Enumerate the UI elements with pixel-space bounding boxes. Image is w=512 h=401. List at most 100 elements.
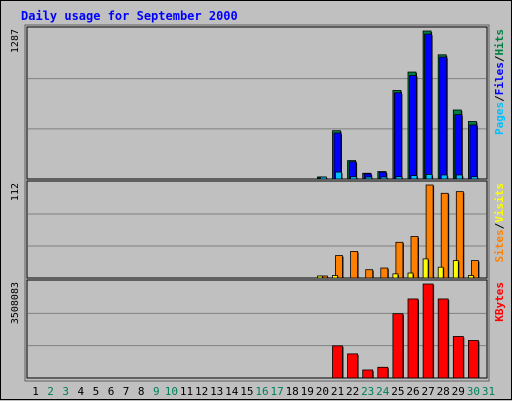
bar-kbytes-day-29 xyxy=(452,336,464,379)
day-label: 16 xyxy=(255,385,268,398)
day-label: 27 xyxy=(421,385,434,398)
day-label: 26 xyxy=(406,385,419,398)
panel-max-label: 3508083 xyxy=(10,282,21,324)
day-label: 21 xyxy=(331,385,344,398)
bar-files-day-26 xyxy=(409,75,417,180)
bar-sites-day-22 xyxy=(350,251,359,279)
bar-files-day-27 xyxy=(424,33,433,180)
bar-sites-day-30 xyxy=(470,260,479,279)
day-label: 30 xyxy=(467,385,480,398)
bar-kbytes-day-28 xyxy=(437,298,449,379)
panel-legend: KBytes xyxy=(493,282,506,322)
panel-legend: Sites/Visits xyxy=(493,183,506,263)
legend-separator: / xyxy=(493,95,506,102)
day-label: 15 xyxy=(240,385,253,398)
day-label: 24 xyxy=(376,385,390,398)
day-label: 18 xyxy=(286,385,299,398)
bar-pages-day-29 xyxy=(455,174,463,180)
bar-sites-day-26 xyxy=(410,236,419,279)
day-label: 19 xyxy=(301,385,314,398)
bar-pages-day-25 xyxy=(395,176,403,180)
day-label: 17 xyxy=(270,385,283,398)
legend-item-files: Files xyxy=(493,62,506,95)
day-label: 20 xyxy=(316,385,329,398)
bar-pages-day-20 xyxy=(319,176,327,180)
panel-background xyxy=(26,180,488,279)
day-label: 7 xyxy=(123,385,130,398)
legend-separator: / xyxy=(493,55,506,62)
bar-sites-day-21 xyxy=(335,255,343,279)
day-label: 28 xyxy=(437,385,450,398)
day-labels: 1 2 3 4 5 6 7 8 9 10 11 12 13 14 15 16 17 18 19 20 21 22 23 24 2… xyxy=(32,385,495,398)
kbytes-panel: 3508083 KBytes xyxy=(10,279,506,379)
bar-visits-day-30 xyxy=(467,275,474,279)
panel-legend: Pages/Files/Hits xyxy=(493,29,506,135)
bar-visits-day-21 xyxy=(332,275,338,279)
bar-files-day-29 xyxy=(454,114,463,180)
day-label: 31 xyxy=(482,385,495,398)
bar-sites-day-24 xyxy=(380,267,389,279)
bar-sites-day-27 xyxy=(425,184,434,279)
bar-pages-day-27 xyxy=(425,174,433,180)
bar-pages-day-26 xyxy=(410,175,418,180)
bar-files-day-30 xyxy=(469,124,478,180)
bar-pages-day-22 xyxy=(350,176,358,180)
day-label: 11 xyxy=(180,385,193,398)
bar-sites-day-25 xyxy=(395,241,404,279)
bar-kbytes-day-27 xyxy=(422,283,434,379)
bar-kbytes-day-22 xyxy=(347,353,359,379)
bar-sites-day-28 xyxy=(440,192,449,279)
legend-separator: / xyxy=(493,222,506,229)
legend-item-pages: Pages xyxy=(493,102,506,135)
day-label: 23 xyxy=(361,385,374,398)
bar-kbytes-day-23 xyxy=(362,369,374,379)
bar-pages-day-28 xyxy=(440,174,448,180)
bar-visits-day-29 xyxy=(452,260,459,279)
bar-pages-day-21 xyxy=(335,171,342,180)
plot-outer-border xyxy=(24,24,490,382)
series-kbytes xyxy=(332,283,480,379)
day-label: 10 xyxy=(165,385,178,398)
legend-item-hits: Hits xyxy=(493,29,506,56)
bar-kbytes-day-26 xyxy=(407,298,419,379)
bar-pages-day-24 xyxy=(380,176,388,180)
day-label: 9 xyxy=(153,385,160,398)
bar-kbytes-day-25 xyxy=(392,313,404,379)
bar-visits-day-20 xyxy=(316,275,323,279)
bar-visits-day-25 xyxy=(392,273,399,279)
day-label: 4 xyxy=(77,385,84,398)
day-label: 6 xyxy=(108,385,115,398)
panel-max-label: 1287 xyxy=(10,29,21,53)
day-label: 29 xyxy=(452,385,465,398)
panel-background xyxy=(26,26,488,180)
bar-visits-day-26 xyxy=(407,272,414,279)
day-label: 1 xyxy=(32,385,39,398)
chart-title: Daily usage for September 2000 xyxy=(21,9,238,23)
day-label: 5 xyxy=(93,385,100,398)
bar-kbytes-day-30 xyxy=(467,340,479,379)
day-label: 3 xyxy=(62,385,69,398)
bar-kbytes-day-21 xyxy=(332,345,343,379)
bar-files-day-28 xyxy=(439,56,448,180)
bar-visits-day-27 xyxy=(422,258,429,279)
day-label: 25 xyxy=(391,385,404,398)
legend-item-sites: Sites xyxy=(493,229,506,262)
visits-panel: 112 Sites/Visits xyxy=(10,180,506,279)
bar-sites-day-29 xyxy=(455,191,464,279)
legend-item-kbytes: KBytes xyxy=(493,282,506,322)
series-visits xyxy=(316,258,475,279)
bar-visits-day-28 xyxy=(437,266,444,279)
day-label: 14 xyxy=(225,385,239,398)
panel-max-label: 112 xyxy=(10,183,21,201)
day-label: 2 xyxy=(47,385,54,398)
day-label: 22 xyxy=(346,385,359,398)
series-pages xyxy=(319,171,479,180)
bar-kbytes-day-24 xyxy=(377,366,389,379)
day-label: 12 xyxy=(195,385,208,398)
panels-layer: 1287Pages/Files/Hits112Sites/Visits35080… xyxy=(10,24,506,382)
legend-item-visits: Visits xyxy=(493,183,506,223)
bar-files-day-25 xyxy=(393,92,402,180)
